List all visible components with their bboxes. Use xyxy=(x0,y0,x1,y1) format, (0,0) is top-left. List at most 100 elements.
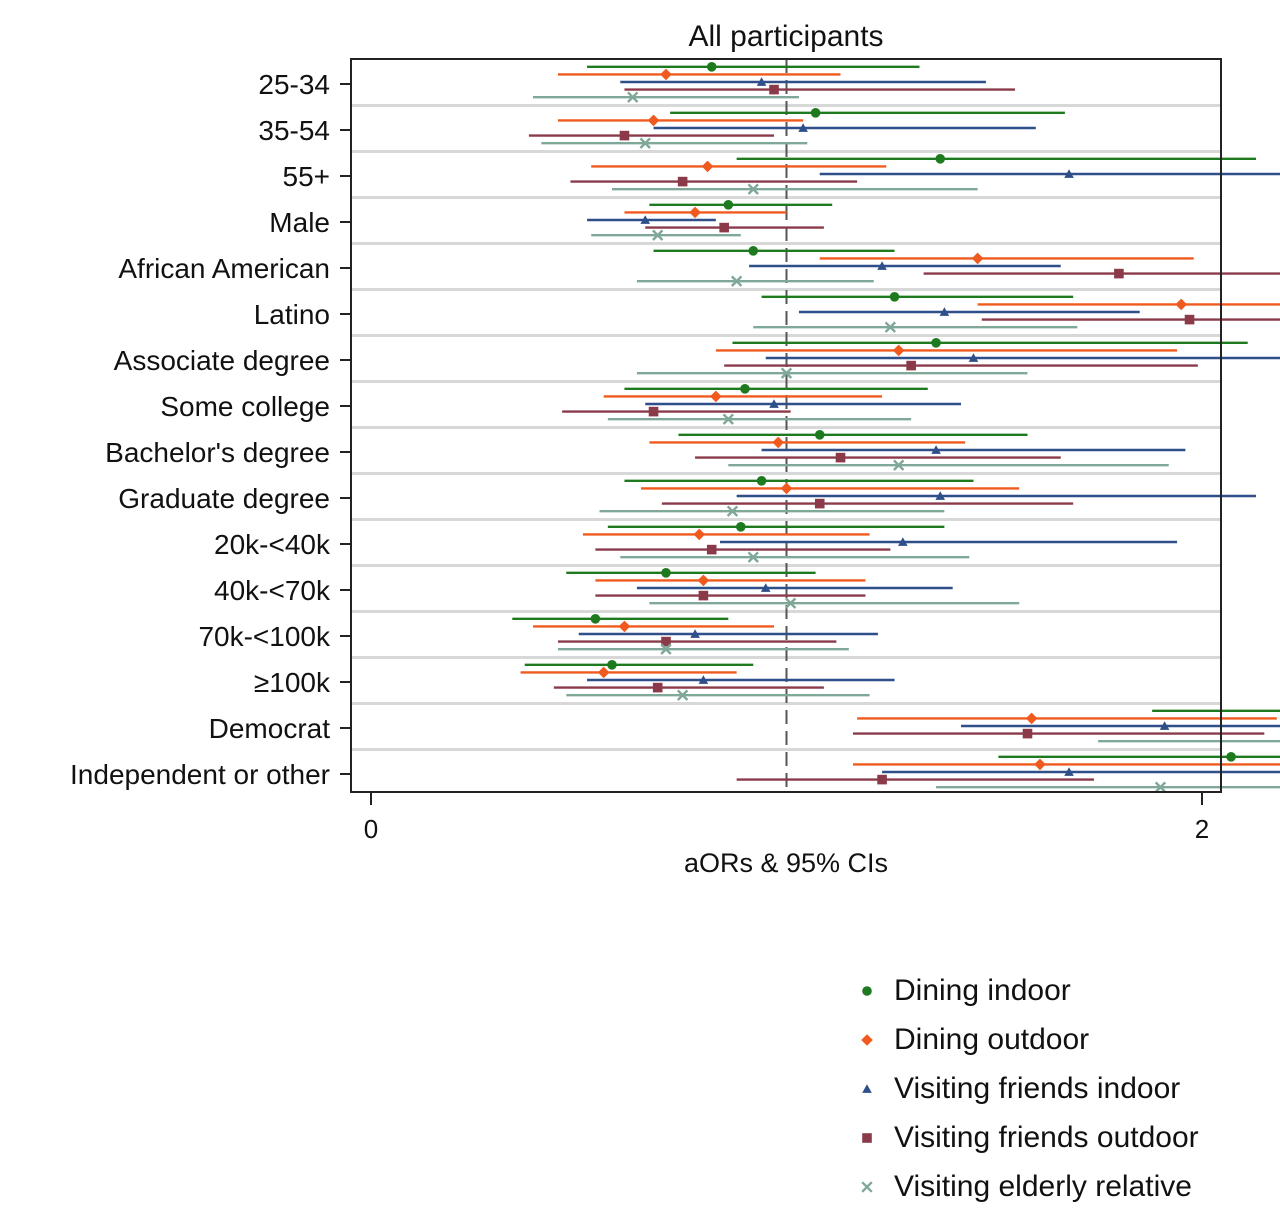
point-estimate xyxy=(723,200,734,210)
point-estimate xyxy=(640,215,651,224)
point-estimate xyxy=(931,338,941,348)
point-estimate xyxy=(619,130,630,141)
point-estimate xyxy=(971,252,984,265)
category-label: Some college xyxy=(160,391,330,422)
category-label: Democrat xyxy=(209,713,331,744)
legend-symbol xyxy=(862,1083,872,1093)
point-estimate xyxy=(772,436,784,449)
point-estimate xyxy=(1175,298,1188,311)
point-estimate xyxy=(756,476,767,486)
series-visiting-friends-indoor xyxy=(578,77,1280,776)
point-estimate xyxy=(1226,752,1236,762)
legend-label: Visiting elderly relative xyxy=(894,1169,1192,1203)
point-estimate xyxy=(780,367,793,379)
point-estimate xyxy=(935,154,946,164)
category-label: Independent or other xyxy=(70,759,330,790)
legend-item: Visiting elderly relative xyxy=(850,1162,1199,1211)
point-estimate xyxy=(931,445,941,454)
point-estimate xyxy=(1114,268,1124,279)
legend-label: Visiting friends outdoor xyxy=(894,1120,1199,1154)
point-estimate xyxy=(706,62,717,72)
point-estimate xyxy=(1184,314,1195,325)
point-estimate xyxy=(701,160,714,173)
series-visiting-elderly-relative xyxy=(533,91,1280,793)
point-estimate xyxy=(877,774,887,785)
legend-item: Dining indoor xyxy=(850,966,1199,1015)
point-estimate xyxy=(906,360,916,371)
point-estimate xyxy=(785,597,797,609)
series-dining-outdoor xyxy=(520,68,1280,771)
point-estimate xyxy=(660,68,672,81)
point-estimate xyxy=(893,459,905,471)
legend-marker xyxy=(862,985,872,996)
point-estimate xyxy=(676,689,689,701)
point-estimate xyxy=(660,643,672,655)
point-estimate xyxy=(892,344,905,357)
legend-symbol xyxy=(862,1132,872,1143)
point-estimate xyxy=(747,183,759,195)
plot-frame xyxy=(350,58,1222,793)
legend-marker xyxy=(861,1033,873,1046)
point-estimate xyxy=(1064,169,1074,178)
legend: Dining indoor Dining outdoor Visiting frie… xyxy=(850,966,1199,1211)
point-estimate xyxy=(884,321,897,333)
point-estimate xyxy=(627,91,639,103)
legend-item: Dining outdoor xyxy=(850,1015,1199,1064)
chart-title: All participants xyxy=(688,20,883,53)
series-dining-indoor xyxy=(512,62,1280,762)
point-estimate xyxy=(597,666,610,679)
point-estimate xyxy=(747,551,759,563)
point-estimate xyxy=(661,568,671,578)
point-estimate xyxy=(639,137,651,149)
point-estimate xyxy=(726,505,739,517)
point-estimate xyxy=(814,430,825,440)
category-label: Latino xyxy=(254,299,330,330)
category-label: ≥100k xyxy=(254,667,331,698)
category-label: Male xyxy=(269,207,330,238)
point-estimate xyxy=(697,574,710,587)
category-label: 35-54 xyxy=(258,115,330,146)
point-estimate xyxy=(748,246,759,256)
category-label: 20k-<40k xyxy=(214,529,331,560)
x-tick-label: 2 xyxy=(1195,814,1209,844)
point-estimate xyxy=(769,399,779,408)
legend-marker xyxy=(862,1083,872,1093)
point-estimate xyxy=(814,498,825,509)
point-estimate xyxy=(1022,728,1033,739)
x-axis-title: aORs & 95% CIs xyxy=(684,848,888,878)
category-label: African American xyxy=(118,253,330,284)
legend-symbol xyxy=(862,985,872,996)
point-estimate xyxy=(735,522,746,532)
point-estimate xyxy=(661,636,671,647)
category-label: 55+ xyxy=(283,161,331,192)
point-estimate xyxy=(698,675,709,684)
point-estimate xyxy=(607,660,617,670)
point-estimate xyxy=(648,406,659,417)
legend-marker xyxy=(861,1180,873,1193)
point-estimate xyxy=(719,222,729,233)
point-estimate xyxy=(756,77,767,86)
point-estimate xyxy=(689,206,701,219)
point-estimate xyxy=(1034,758,1046,771)
legend-label: Dining outdoor xyxy=(894,1022,1090,1056)
point-estimate xyxy=(690,629,700,638)
point-estimate xyxy=(647,114,660,127)
point-estimate xyxy=(618,620,631,633)
point-estimate xyxy=(877,261,887,270)
point-estimate xyxy=(1064,767,1074,776)
point-estimate xyxy=(769,84,779,95)
point-estimate xyxy=(722,413,734,425)
legend-marker xyxy=(862,1132,872,1143)
category-label: Graduate degree xyxy=(118,483,330,514)
category-label: 40k-<70k xyxy=(214,575,331,606)
category-label: 70k-<100k xyxy=(198,621,331,652)
legend-symbol xyxy=(861,1033,873,1046)
point-estimate xyxy=(898,537,908,546)
point-estimate xyxy=(693,528,706,541)
point-estimate xyxy=(780,482,793,495)
legend-label: Dining indoor xyxy=(894,973,1071,1007)
point-estimate xyxy=(760,583,771,592)
point-estimate xyxy=(968,353,979,362)
point-estimate xyxy=(652,682,663,693)
point-estimate xyxy=(1025,712,1038,725)
